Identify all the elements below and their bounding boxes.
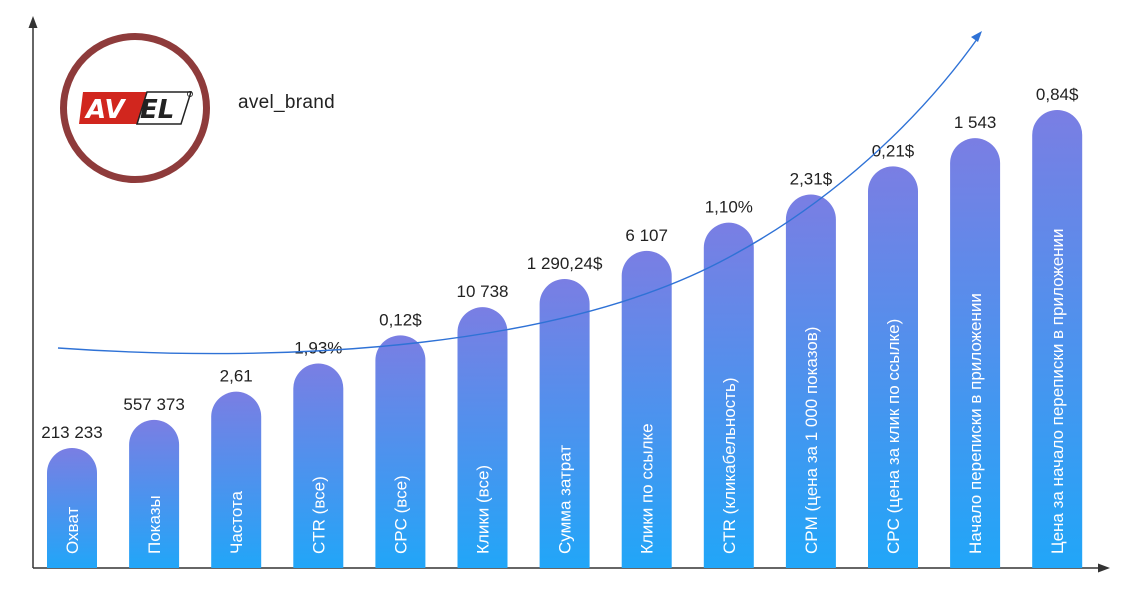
bar-category-label: Цена за начало переписки в приложении (1048, 228, 1067, 554)
bar-value-label: 557 373 (123, 395, 184, 414)
bar (950, 138, 1001, 568)
y-axis-arrow (28, 16, 38, 28)
bar-category-label: CTR (все) (309, 476, 328, 554)
bar-value-label: 0,12$ (379, 310, 422, 329)
bar (868, 166, 918, 569)
bar-value-label: 213 233 (41, 423, 102, 442)
bar-category-label: CTR (кликабельность) (720, 378, 739, 555)
bar-value-label: 1,10% (705, 198, 753, 217)
trend-line (57, 34, 981, 355)
bar-category-label: CPM (цена за 1 000 показов) (802, 327, 821, 554)
bar-category-label: Частота (227, 490, 246, 554)
bar (1032, 110, 1083, 568)
bar-category-label: Начало переписки в приложении (966, 293, 985, 554)
bar (457, 307, 508, 568)
bar-category-label: CPC (все) (391, 475, 410, 554)
bar-category-label: Показы (145, 495, 164, 554)
bar (129, 419, 180, 568)
bar-value-label: 0,84$ (1036, 85, 1079, 104)
bar-category-label: CPC (цена за клик по ссылке) (884, 319, 903, 554)
bar-value-label: 1,93% (294, 339, 342, 358)
bar (47, 448, 97, 568)
brand-logo: AV EL (60, 33, 210, 183)
bar (539, 279, 590, 568)
avel-logo-mark: AV EL (79, 91, 194, 125)
bar-value-label: 1 543 (954, 113, 997, 132)
trend-line-arrow (971, 31, 982, 42)
bar-category-label: Клики по ссылке (638, 423, 657, 554)
bar-value-label: 2,31$ (790, 170, 833, 189)
brand-handle: avel_brand (238, 92, 336, 113)
svg-text:AV: AV (84, 95, 126, 125)
bar (703, 222, 754, 568)
bar-category-label: Клики (все) (474, 465, 493, 554)
bar-value-label: 6 107 (625, 226, 668, 245)
bar-category-label: Охват (63, 507, 82, 554)
bars-group: 213 233 Охват 557 373 Показы 2,61 Частота 1,93… (41, 85, 1083, 569)
svg-text:EL: EL (140, 95, 174, 125)
bar-value-label: 2,61 (220, 367, 253, 386)
bar (293, 363, 344, 568)
bar-category-label: Сумма затрат (556, 445, 575, 554)
bar-value-label: 10 738 (457, 282, 509, 301)
bar (621, 250, 672, 568)
bar (211, 391, 262, 568)
bar (375, 335, 426, 568)
x-axis-arrow (1098, 563, 1110, 573)
bar (785, 194, 836, 568)
bar-value-label: 1 290,24$ (527, 254, 603, 273)
